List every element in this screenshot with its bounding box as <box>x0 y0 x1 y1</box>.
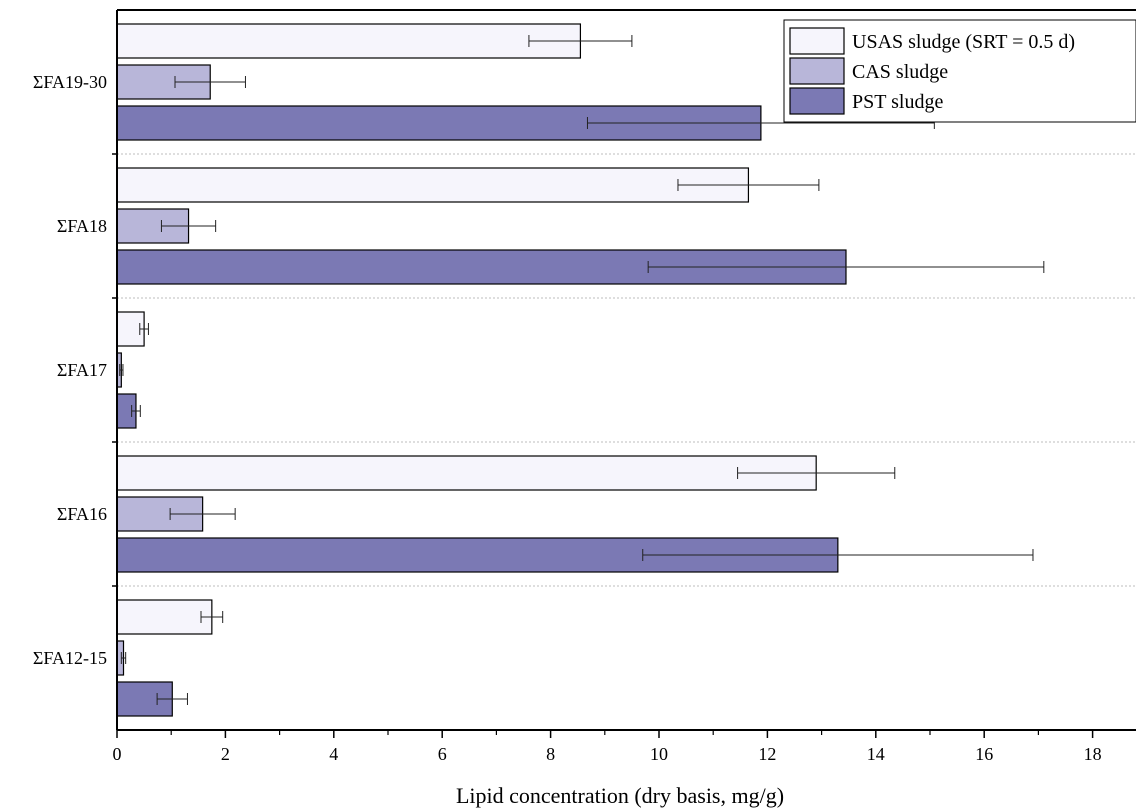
x-tick-label: 0 <box>113 744 122 764</box>
x-tick-label: 8 <box>546 744 555 764</box>
legend-swatch <box>789 57 845 85</box>
legend-swatch <box>789 87 845 115</box>
x-tick-label: 10 <box>650 744 668 764</box>
category-label: ΣFA16 <box>57 504 107 524</box>
legend-swatch <box>789 27 845 55</box>
grid-layer <box>117 153 1136 587</box>
x-tick-label: 2 <box>221 744 230 764</box>
x-tick-label: 12 <box>758 744 776 764</box>
category-label: ΣFA12-15 <box>33 648 107 668</box>
x-tick-label: 16 <box>975 744 993 764</box>
x-ticks: 0 2 4 6 8 10 12 14 16 18 <box>113 730 1102 764</box>
category-label: ΣFA17 <box>57 360 107 380</box>
x-tick-label: 14 <box>867 744 885 764</box>
bar <box>116 23 582 59</box>
bar <box>116 455 817 491</box>
bar <box>116 167 750 203</box>
legend-label: CAS sludge <box>852 61 948 83</box>
axes-layer <box>112 9 1136 731</box>
category-labels: ΣFA19-30 ΣFA18 ΣFA17 ΣFA16 ΣFA12-15 <box>33 72 107 668</box>
legend-label: PST sludge <box>852 91 943 113</box>
x-axis-title: Lipid concentration (dry basis, mg/g) <box>456 783 784 808</box>
category-label: ΣFA18 <box>57 216 107 236</box>
bars-layer <box>116 23 1045 717</box>
category-label: ΣFA19-30 <box>33 72 107 92</box>
x-tick-label: 4 <box>329 744 338 764</box>
legend: USAS sludge (SRT = 0.5 d) CAS sludge PST s… <box>783 19 1136 123</box>
legend-label: USAS sludge (SRT = 0.5 d) <box>852 31 1075 53</box>
bar <box>116 599 213 635</box>
x-tick-label: 18 <box>1084 744 1102 764</box>
x-tick-label: 6 <box>438 744 447 764</box>
